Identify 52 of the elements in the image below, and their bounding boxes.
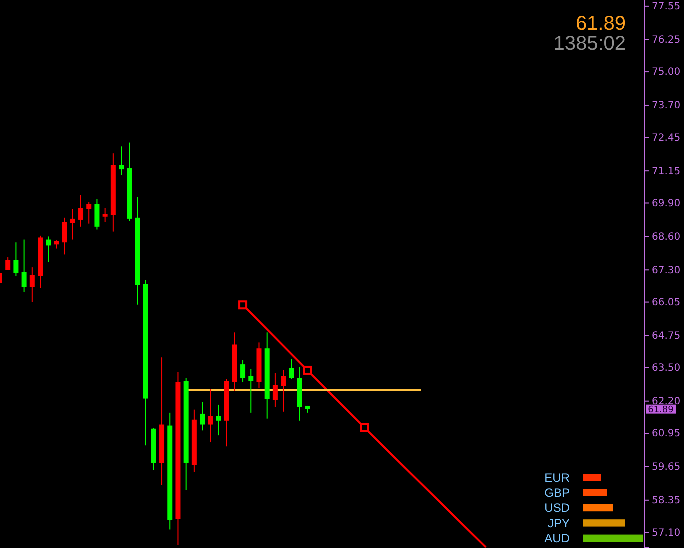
- bar: [583, 534, 643, 542]
- bar: [583, 520, 625, 527]
- candlestick: [200, 402, 206, 432]
- annotation: 61.89: [576, 13, 626, 35]
- bar: [583, 474, 601, 482]
- y-tick-label: 75.00: [652, 67, 681, 78]
- candlestick: [208, 388, 214, 444]
- annotation: 1385:02: [554, 33, 626, 55]
- bar: [583, 489, 607, 496]
- y-tick-label: 76.25: [652, 35, 681, 46]
- y-tick-label: AUD: [544, 532, 570, 546]
- candlestick: [248, 368, 254, 414]
- bar: [583, 504, 613, 512]
- candlestick: [281, 370, 286, 412]
- y-tick-label: 58.35: [652, 496, 681, 507]
- candlestick: [6, 257, 11, 271]
- candlestick: [216, 404, 222, 436]
- y-tick-label: 69.90: [652, 198, 681, 210]
- candlestick: [240, 360, 246, 383]
- y-tick-label: JPY: [548, 516, 570, 530]
- candlestick: [289, 358, 294, 380]
- y-tick-label: 68.60: [652, 232, 681, 243]
- y-tick-label: 77.55: [652, 2, 681, 13]
- candlestick: [94, 198, 100, 230]
- candlestick: [78, 194, 84, 228]
- candlestick: [86, 202, 92, 224]
- y-tick-label: 72.45: [652, 132, 681, 144]
- y-tick-label: 71.15: [652, 166, 681, 178]
- candlestick: [70, 208, 76, 240]
- candlestick: [62, 217, 68, 256]
- y-tick-label: GBP: [544, 486, 570, 500]
- y-tick-label: 57.10: [652, 528, 681, 539]
- candlestick: [119, 146, 124, 176]
- y-tick-label: 60.95: [652, 428, 681, 440]
- y-tick-label: 64.75: [652, 330, 681, 342]
- y-tick-label: 59.65: [652, 462, 681, 474]
- y-tick-label: 67.30: [652, 265, 681, 276]
- y-tick-label: 63.50: [652, 363, 681, 374]
- annotation: 61.89: [648, 405, 674, 416]
- candlestick: [272, 372, 278, 408]
- candlestick: [22, 239, 27, 293]
- y-tick-label: 73.70: [652, 100, 681, 112]
- candlestick: [30, 267, 35, 303]
- candlestick: [46, 236, 52, 263]
- point: [238, 300, 248, 310]
- y-tick-label: 66.05: [652, 298, 681, 308]
- candlestick: [102, 208, 108, 223]
- candlestick: [14, 242, 19, 277]
- point: [360, 423, 370, 432]
- point: [303, 366, 312, 375]
- y-tick-label: EUR: [544, 470, 570, 485]
- y-tick-label: USD: [544, 501, 570, 516]
